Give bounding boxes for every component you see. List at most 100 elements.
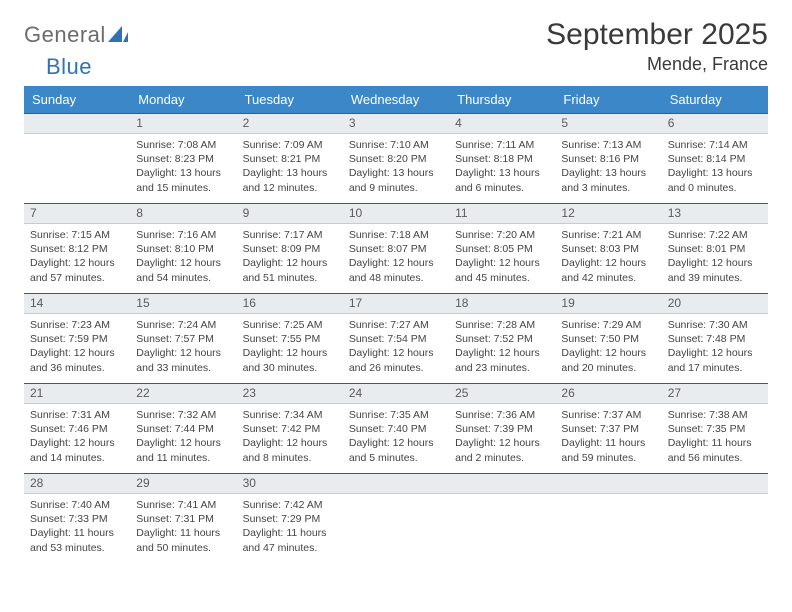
day-number: 14	[24, 294, 130, 314]
col-header: Sunday	[24, 86, 130, 114]
day-cell-line: Sunrise: 7:16 AM	[136, 228, 230, 242]
day-number: 25	[449, 384, 555, 404]
day-cell-line: Daylight: 12 hours	[561, 346, 655, 360]
day-number	[449, 474, 555, 494]
day-cell-line: Daylight: 12 hours	[243, 346, 337, 360]
day-cell-line: and 53 minutes.	[30, 541, 124, 555]
day-cell-line: and 42 minutes.	[561, 271, 655, 285]
day-number: 23	[237, 384, 343, 404]
day-cell-line: Daylight: 12 hours	[136, 436, 230, 450]
day-cell-line: Sunrise: 7:28 AM	[455, 318, 549, 332]
page-subtitle: Mende, France	[546, 54, 768, 75]
page-title: September 2025	[546, 18, 768, 52]
day-cell-line: and 11 minutes.	[136, 451, 230, 465]
day-cell-line: Sunrise: 7:27 AM	[349, 318, 443, 332]
day-cell: Sunrise: 7:16 AMSunset: 8:10 PMDaylight:…	[130, 224, 236, 294]
day-cell-line: Sunrise: 7:09 AM	[243, 138, 337, 152]
day-cell-line: Sunrise: 7:31 AM	[30, 408, 124, 422]
col-header: Tuesday	[237, 86, 343, 114]
day-cell-line: and 20 minutes.	[561, 361, 655, 375]
logo-text-1: General	[24, 22, 106, 47]
day-number: 1	[130, 114, 236, 134]
title-block: September 2025 Mende, France	[546, 18, 768, 75]
day-cell: Sunrise: 7:32 AMSunset: 7:44 PMDaylight:…	[130, 404, 236, 474]
col-header: Wednesday	[343, 86, 449, 114]
day-cell-line: Sunset: 8:12 PM	[30, 242, 124, 256]
day-cell-line: Sunset: 8:03 PM	[561, 242, 655, 256]
day-number: 30	[237, 474, 343, 494]
day-cell-line: Sunrise: 7:13 AM	[561, 138, 655, 152]
day-cell-line: Sunset: 8:01 PM	[668, 242, 762, 256]
header: General Blue September 2025 Mende, Franc…	[24, 18, 768, 80]
day-cell-line: and 39 minutes.	[668, 271, 762, 285]
day-cell: Sunrise: 7:11 AMSunset: 8:18 PMDaylight:…	[449, 134, 555, 204]
day-cell-line: Sunrise: 7:30 AM	[668, 318, 762, 332]
day-number-row: 14151617181920	[24, 294, 768, 314]
day-number	[662, 474, 768, 494]
day-cell	[662, 494, 768, 564]
day-cell: Sunrise: 7:10 AMSunset: 8:20 PMDaylight:…	[343, 134, 449, 204]
day-number-row: 21222324252627	[24, 384, 768, 404]
day-cell-line: Daylight: 12 hours	[243, 436, 337, 450]
day-cell-line: Sunset: 7:59 PM	[30, 332, 124, 346]
day-number: 15	[130, 294, 236, 314]
day-cell-line: Sunrise: 7:08 AM	[136, 138, 230, 152]
day-cell: Sunrise: 7:42 AMSunset: 7:29 PMDaylight:…	[237, 494, 343, 564]
day-cell-line: Sunset: 7:35 PM	[668, 422, 762, 436]
day-cell-line: Daylight: 12 hours	[349, 346, 443, 360]
day-cell-line: and 56 minutes.	[668, 451, 762, 465]
day-cell-line: Daylight: 11 hours	[136, 526, 230, 540]
day-cell-line: Sunrise: 7:21 AM	[561, 228, 655, 242]
day-cell: Sunrise: 7:34 AMSunset: 7:42 PMDaylight:…	[237, 404, 343, 474]
day-cell-line: and 9 minutes.	[349, 181, 443, 195]
day-cell-line: Sunrise: 7:17 AM	[243, 228, 337, 242]
col-header: Friday	[555, 86, 661, 114]
day-number-row: 282930	[24, 474, 768, 494]
day-cell-line: Sunset: 7:46 PM	[30, 422, 124, 436]
day-cell	[24, 134, 130, 204]
day-cell-line: Sunrise: 7:22 AM	[668, 228, 762, 242]
day-number: 26	[555, 384, 661, 404]
day-number	[343, 474, 449, 494]
day-cell-line: Sunrise: 7:24 AM	[136, 318, 230, 332]
day-cell-line: Sunset: 7:33 PM	[30, 512, 124, 526]
day-cell: Sunrise: 7:37 AMSunset: 7:37 PMDaylight:…	[555, 404, 661, 474]
day-cell: Sunrise: 7:17 AMSunset: 8:09 PMDaylight:…	[237, 224, 343, 294]
day-cell-line: and 50 minutes.	[136, 541, 230, 555]
day-cell	[555, 494, 661, 564]
day-number: 2	[237, 114, 343, 134]
day-cell-line: and 6 minutes.	[455, 181, 549, 195]
day-cell-line: Sunset: 8:20 PM	[349, 152, 443, 166]
day-cell-line: Daylight: 13 hours	[136, 166, 230, 180]
logo-sail-icon	[108, 22, 128, 48]
day-cell: Sunrise: 7:25 AMSunset: 7:55 PMDaylight:…	[237, 314, 343, 384]
day-cell-line: Daylight: 12 hours	[30, 346, 124, 360]
day-cell: Sunrise: 7:21 AMSunset: 8:03 PMDaylight:…	[555, 224, 661, 294]
day-cell-line: Sunset: 8:10 PM	[136, 242, 230, 256]
day-cell-line: Daylight: 13 hours	[243, 166, 337, 180]
day-cell: Sunrise: 7:30 AMSunset: 7:48 PMDaylight:…	[662, 314, 768, 384]
day-cell-line: Sunrise: 7:32 AM	[136, 408, 230, 422]
day-content-row: Sunrise: 7:08 AMSunset: 8:23 PMDaylight:…	[24, 134, 768, 204]
day-cell-line: Sunrise: 7:20 AM	[455, 228, 549, 242]
day-cell: Sunrise: 7:20 AMSunset: 8:05 PMDaylight:…	[449, 224, 555, 294]
day-cell-line: Daylight: 13 hours	[668, 166, 762, 180]
day-cell-line: Sunset: 7:57 PM	[136, 332, 230, 346]
day-cell-line: Sunset: 8:07 PM	[349, 242, 443, 256]
day-cell-line: Sunrise: 7:18 AM	[349, 228, 443, 242]
day-cell-line: Daylight: 13 hours	[561, 166, 655, 180]
day-content-row: Sunrise: 7:31 AMSunset: 7:46 PM Daylight:…	[24, 404, 768, 474]
day-content-row: Sunrise: 7:40 AMSunset: 7:33 PMDaylight:…	[24, 494, 768, 564]
day-cell-line: Daylight: 12 hours	[455, 436, 549, 450]
day-cell-line: Sunrise: 7:41 AM	[136, 498, 230, 512]
day-number: 22	[130, 384, 236, 404]
day-cell	[343, 494, 449, 564]
day-cell-line: Sunset: 7:40 PM	[349, 422, 443, 436]
day-cell-line: and 23 minutes.	[455, 361, 549, 375]
day-number: 8	[130, 204, 236, 224]
day-cell-line: and 30 minutes.	[243, 361, 337, 375]
day-cell: Sunrise: 7:38 AMSunset: 7:35 PMDaylight:…	[662, 404, 768, 474]
day-cell-line: Sunset: 8:23 PM	[136, 152, 230, 166]
day-cell-line: Sunset: 8:16 PM	[561, 152, 655, 166]
day-number: 18	[449, 294, 555, 314]
